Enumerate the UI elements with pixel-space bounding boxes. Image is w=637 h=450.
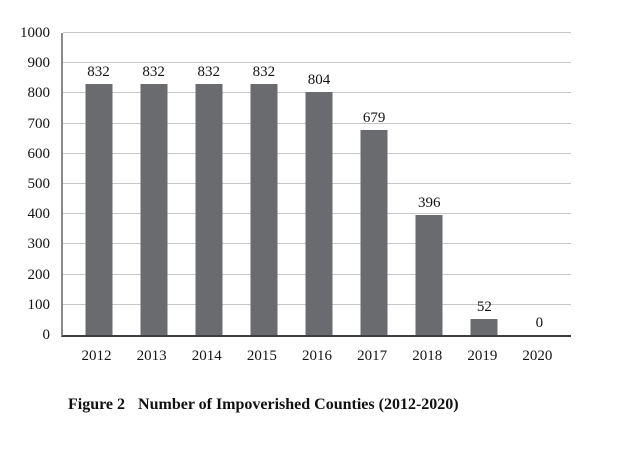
gridline-1000 — [63, 32, 571, 33]
x-tick-label-2012: 2012 — [81, 348, 112, 364]
bar-2017 — [360, 129, 388, 335]
y-tick-label: 500 — [27, 176, 51, 192]
y-tick-label: 0 — [42, 327, 51, 343]
bar-value-label: 679 — [362, 109, 386, 126]
x-axis: 2012 2013 2014 2015 2016 2017 2018 2019 2020 — [61, 347, 569, 365]
figure-caption: Figure 2 Number of Impoverished Counties … — [68, 395, 459, 415]
figure-caption-label: Figure 2 — [68, 396, 126, 413]
y-tick-label: 1000 — [20, 25, 50, 41]
bar-cell-2012: 832 — [71, 33, 126, 335]
bars-row: 832 832 832 832 804 679 396 52 0 — [63, 33, 571, 335]
bar-cell-2015: 832 — [236, 33, 291, 335]
bar-value-label: 832 — [197, 63, 221, 80]
y-tick-label: 200 — [27, 266, 51, 283]
bar-cell-2014: 832 — [181, 33, 236, 335]
bar-2015 — [250, 83, 278, 335]
bar-2018 — [415, 215, 443, 335]
gridline-900 — [63, 62, 571, 64]
y-tick-label: 300 — [27, 236, 51, 253]
x-tick-label-2016: 2016 — [301, 348, 332, 364]
x-tick-label-2015: 2015 — [246, 348, 277, 364]
x-tick-label-2013: 2013 — [136, 348, 167, 364]
x-tick-label-2018: 2018 — [412, 348, 443, 364]
figure-caption-title: Number of Impoverished Counties (2012-20… — [138, 396, 459, 413]
x-tick-label-2014: 2014 — [191, 348, 222, 364]
y-tick-label: 800 — [27, 85, 51, 102]
bar-cell-2019: 52 — [457, 33, 512, 335]
bar-value-label: 52 — [476, 299, 492, 316]
bar-2019 — [470, 319, 498, 335]
bar-cell-2017: 679 — [347, 33, 402, 335]
y-axis: 0 100 200 300 400 500 600 700 800 900 1000 — [0, 0, 50, 450]
y-tick-label: 100 — [27, 296, 51, 313]
bar-value-label: 832 — [252, 63, 276, 80]
bar-cell-2020: 0 — [512, 33, 567, 335]
y-tick-label: 600 — [27, 145, 51, 162]
plot-area: 832 832 832 832 804 679 396 52 0 — [61, 32, 571, 337]
y-tick-label: 900 — [27, 55, 51, 72]
bar-cell-2013: 832 — [126, 33, 181, 335]
bar-value-label: 396 — [417, 195, 441, 212]
bar-cell-2016: 804 — [291, 33, 346, 335]
bar-value-label: 0 — [535, 315, 544, 331]
bar-value-label: 804 — [307, 72, 331, 89]
bar-2012 — [85, 83, 113, 335]
bar-2013 — [140, 83, 168, 335]
bar-2016 — [305, 92, 333, 335]
x-tick-label-2017: 2017 — [357, 348, 388, 364]
x-tick-label-2019: 2019 — [467, 348, 498, 364]
bar-value-label: 832 — [87, 63, 110, 80]
x-tick-label-2020: 2020 — [522, 348, 553, 364]
y-tick-label: 400 — [27, 206, 51, 223]
bar-2014 — [195, 83, 223, 335]
y-tick-label: 700 — [27, 115, 51, 132]
bar-value-label: 832 — [142, 63, 165, 80]
bar-cell-2018: 396 — [402, 33, 457, 335]
